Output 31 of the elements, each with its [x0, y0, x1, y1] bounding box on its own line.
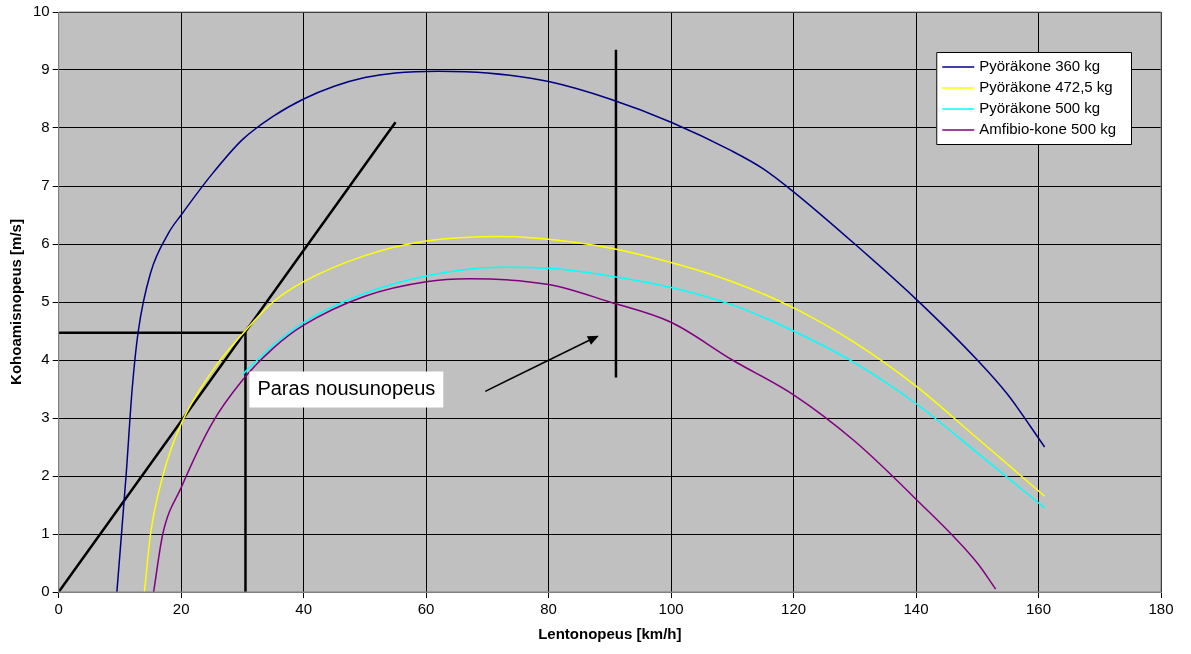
y-tick-label: 3: [41, 408, 50, 426]
y-tick-label: 2: [41, 466, 50, 484]
y-tick-label: 8: [41, 118, 50, 136]
x-tick-label: 120: [781, 600, 807, 618]
y-tick-label: 10: [33, 2, 50, 20]
y-tick-label: 0: [41, 582, 50, 600]
legend-label: Pyöräkone 360 kg: [979, 57, 1101, 75]
x-tick-label: 80: [540, 600, 557, 618]
y-tick-label: 7: [41, 176, 50, 194]
annotation: Paras nousunopeus: [257, 377, 436, 400]
x-tick-label: 60: [417, 600, 435, 618]
line-series: [241, 266, 1046, 509]
legend-label: Pyöräkone 500 kg: [979, 99, 1101, 117]
x-tick-label: 180: [1148, 600, 1174, 618]
x-tick-label: 140: [903, 600, 929, 618]
legend-label: Pyöräkone 472,5 kg: [979, 78, 1113, 96]
y-tick-label: 5: [41, 292, 50, 310]
line-series: [152, 278, 997, 592]
y-tick-label: 9: [41, 60, 50, 78]
y-tick-label: 6: [41, 234, 50, 252]
line-series: [143, 235, 1046, 592]
y-tick-label: 4: [41, 350, 50, 368]
y-tick-label: 1: [41, 524, 50, 542]
legend-label: Amfibio-kone 500 kg: [979, 120, 1117, 138]
x-tick-label: 160: [1026, 600, 1052, 618]
x-tick-label: 20: [172, 600, 190, 618]
x-axis-title: Lentonopeus [km/h]: [538, 625, 682, 643]
y-axis-title: Kohoamisnopeus [m/s]: [7, 219, 25, 385]
x-tick-label: 100: [658, 600, 684, 618]
x-tick-label: 40: [295, 600, 312, 618]
x-tick-label: 0: [54, 600, 63, 618]
